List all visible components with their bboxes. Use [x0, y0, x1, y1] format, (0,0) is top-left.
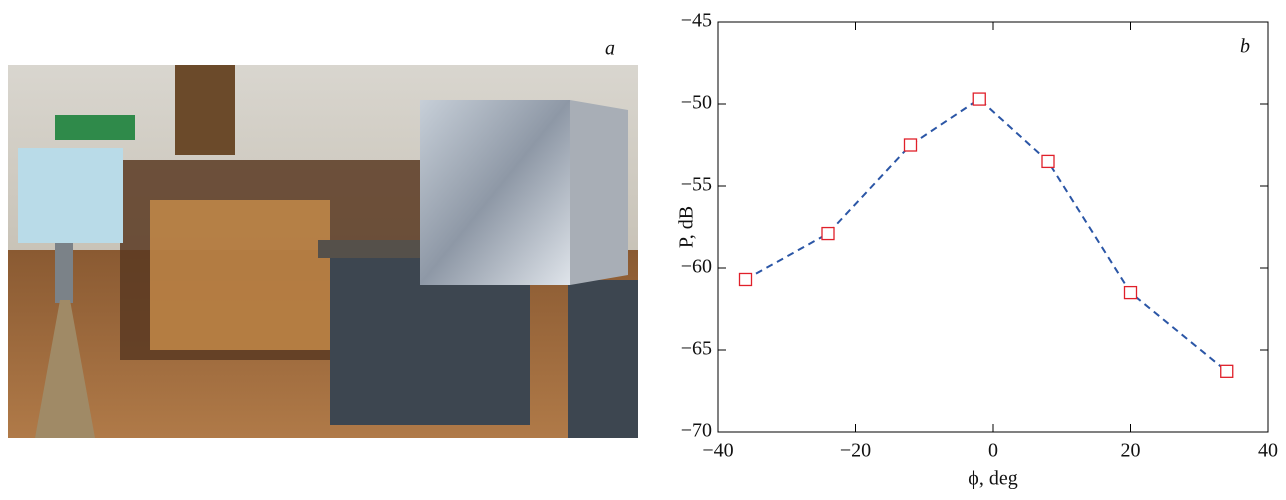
- data-point: [738, 272, 753, 287]
- photo-foil-cube: [420, 100, 570, 285]
- photo-box: [18, 148, 123, 243]
- photo-chairs-front: [150, 200, 330, 350]
- data-point: [903, 138, 918, 152]
- y-tick-label: −70: [681, 420, 712, 442]
- y-tick-label: −60: [681, 256, 712, 278]
- photo-table-2: [568, 280, 638, 438]
- data-point: [821, 226, 835, 241]
- y-tick-label: −50: [681, 92, 712, 114]
- data-point: [1041, 154, 1055, 169]
- photo-mast: [55, 243, 73, 303]
- photo-door: [175, 65, 235, 155]
- photo-antenna: [55, 115, 135, 140]
- x-tick-label: 0: [988, 440, 998, 462]
- photo: a: [8, 38, 638, 438]
- y-tick-label: −65: [681, 338, 712, 360]
- x-tick-label: 20: [1121, 440, 1141, 462]
- panel-label: b: [1240, 36, 1250, 58]
- x-tick-label: −40: [702, 440, 733, 462]
- photo-tripod: [35, 300, 95, 438]
- data-point: [1123, 285, 1138, 300]
- plot-frame: [717, 21, 1269, 433]
- x-tick-label: 40: [1258, 440, 1278, 462]
- data-point: [1220, 364, 1234, 378]
- y-tick-label: −55: [681, 174, 712, 196]
- panel-label: a: [605, 38, 615, 60]
- data-line: [745, 97, 1228, 373]
- data-point: [972, 92, 986, 106]
- x-axis-label: ϕ, deg: [968, 468, 1017, 490]
- y-tick-label: −45: [681, 10, 712, 32]
- photo-foil-side: [570, 100, 628, 285]
- x-tick-label: −20: [840, 440, 871, 462]
- y-axis-label: P, dB: [676, 206, 698, 248]
